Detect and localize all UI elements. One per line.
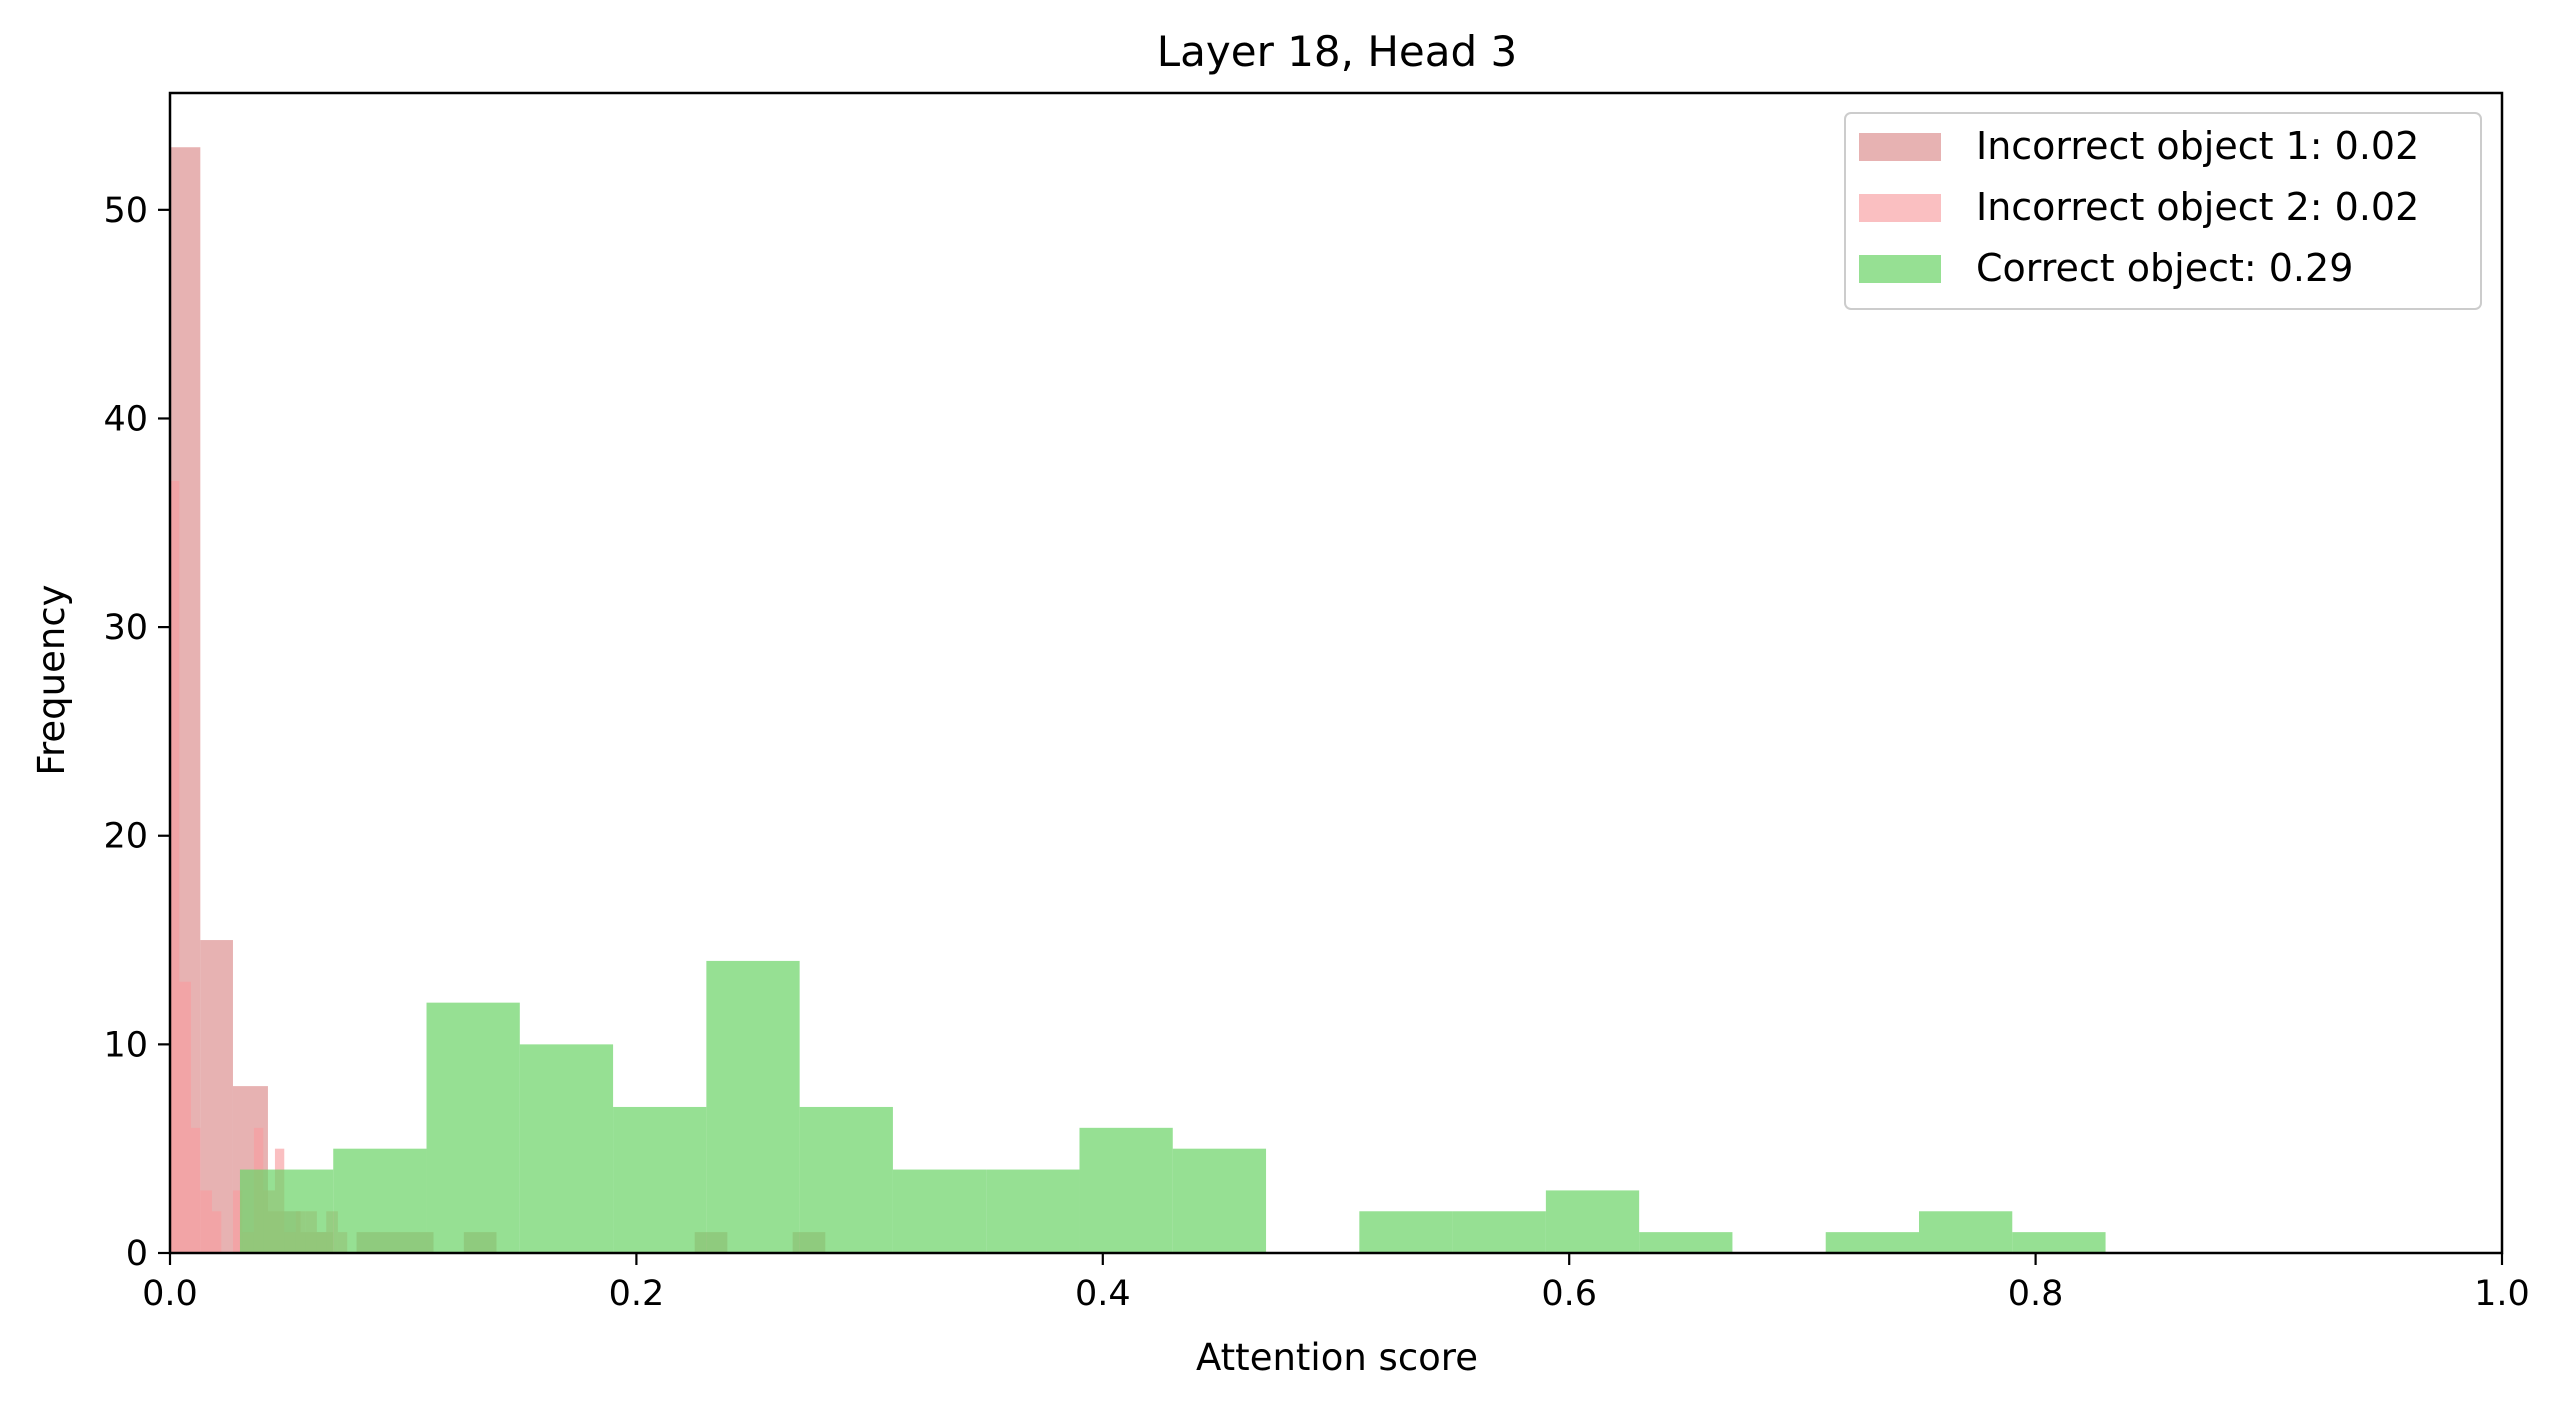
histogram-bar — [799, 1106, 893, 1253]
histogram-bar — [232, 1190, 243, 1253]
histogram-bar — [706, 960, 800, 1253]
y-tick-label: 30 — [103, 608, 148, 648]
y-tick-label: 40 — [103, 399, 148, 439]
histogram-bar — [1919, 1211, 2013, 1253]
histogram-bar — [333, 1148, 427, 1253]
x-tick-label: 1.0 — [2474, 1274, 2530, 1314]
histogram-bar — [1452, 1211, 1546, 1253]
histogram-bar — [426, 1002, 520, 1253]
histogram-bar — [200, 1190, 212, 1253]
y-tick-label: 10 — [103, 1025, 148, 1065]
x-axis-label: Attention score — [1196, 1336, 1478, 1379]
histogram-bar — [190, 1127, 201, 1253]
histogram-bar — [986, 1169, 1080, 1253]
histogram-bar — [170, 481, 180, 1253]
histogram-bar — [1359, 1211, 1453, 1253]
legend-label: Incorrect object 1: 0.02 — [1976, 124, 2419, 168]
histogram-bar — [1079, 1127, 1173, 1253]
x-tick-label: 0.6 — [1541, 1274, 1597, 1314]
histogram-bar — [1172, 1148, 1267, 1253]
plot-frame — [168, 91, 2504, 1255]
y-axis-label: Frequency — [30, 584, 73, 775]
histogram-bar — [2012, 1232, 2106, 1253]
x-tick-label: 0.2 — [609, 1274, 665, 1314]
y-tick-label: 0 — [126, 1234, 148, 1274]
histogram-bar — [211, 1211, 222, 1253]
x-tick-label: 0.4 — [1075, 1274, 1131, 1314]
histogram-bar — [892, 1169, 987, 1253]
legend-label: Correct object: 0.29 — [1976, 246, 2353, 290]
series-3-bars — [239, 960, 2106, 1253]
x-axis: 0.0 0.2 0.4 0.6 0.8 1.0 — [142, 1253, 2530, 1314]
y-axis: 0 10 20 30 40 50 — [103, 191, 170, 1274]
histogram-bar — [179, 981, 191, 1253]
chart-title: Layer 18, Head 3 — [1157, 27, 1518, 76]
histogram-bar — [613, 1106, 707, 1253]
legend-label: Incorrect object 2: 0.02 — [1976, 185, 2419, 229]
histogram-bar — [239, 1169, 334, 1253]
histogram-bar — [1545, 1190, 1640, 1253]
legend: Incorrect object 1: 0.02 Incorrect object… — [1844, 112, 2482, 310]
x-tick-label: 0.8 — [2008, 1274, 2064, 1314]
x-tick-label: 0.0 — [142, 1274, 198, 1314]
legend-swatch — [1859, 133, 1941, 161]
bars-layer — [170, 147, 2106, 1253]
y-tick-label: 50 — [103, 191, 148, 231]
histogram-bar — [519, 1044, 614, 1253]
legend-swatch — [1859, 194, 1941, 222]
histogram-bar — [1825, 1232, 1919, 1253]
y-tick-label: 20 — [103, 817, 148, 857]
histogram-bar — [1639, 1232, 1733, 1253]
legend-swatch — [1859, 255, 1941, 283]
legend-box — [1844, 112, 2482, 310]
